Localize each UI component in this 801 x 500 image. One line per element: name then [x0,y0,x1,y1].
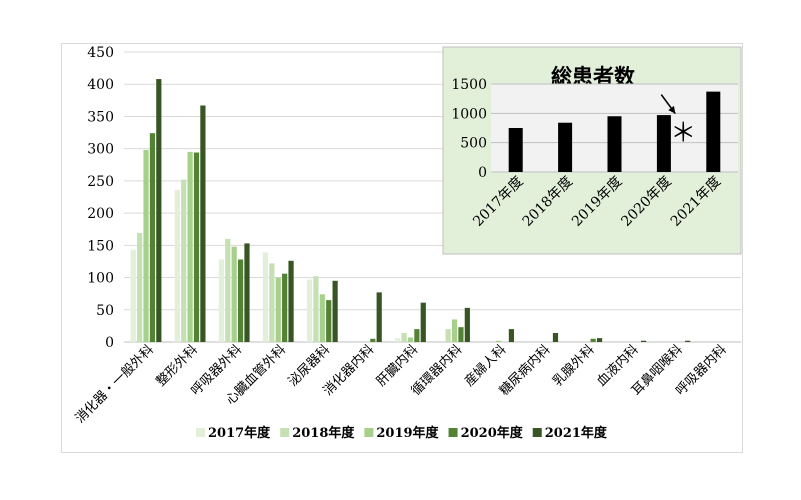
bar [590,338,596,342]
bar [225,238,231,342]
legend-swatch [448,428,458,437]
y-tick-label: 250 [87,174,114,190]
bar [187,151,193,342]
inset-bar [706,91,721,172]
inset-annotation: ＊ [670,119,696,149]
bar [282,273,288,342]
legend-swatch [364,428,374,437]
bar [237,259,244,342]
y-tick-label: 450 [87,45,114,61]
legend-entry: 2019年度 [376,425,439,441]
x-tick-label: 消化器・一般外科 [72,342,157,427]
chart-svg: 0 50 100 150 200 250 300 350 400 450 消化器・一般外科整形外科… [72,45,742,441]
legend-entry: 2017年度 [208,425,271,441]
bar [420,302,426,342]
bar [332,280,338,342]
bar [193,152,200,342]
y-tick-label: 0 [105,335,114,351]
bar [401,332,407,342]
inset-y-tick-label: 500 [460,136,487,152]
legend-entry: 2020年度 [461,425,524,441]
legend-entry: 2018年度 [292,425,355,441]
legend-entry: 2021年度 [545,425,608,441]
inset-bar [656,115,671,172]
bar [407,337,414,342]
bar [552,332,559,342]
bar [269,263,275,342]
bar [288,260,294,342]
bar [181,179,187,342]
bar [414,329,420,342]
x-tick-label: 乳腺外科 [550,342,597,389]
legend-swatch [532,428,542,437]
bar [137,233,143,342]
bar [143,149,149,342]
bar [306,279,313,342]
inset-y-tick-label: 1000 [451,106,487,122]
bar [174,189,180,342]
bar [370,338,376,342]
bar [156,79,162,343]
bar [451,319,458,342]
inset-bar [607,116,622,172]
bar [685,340,691,342]
y-tick-label: 150 [87,238,114,254]
bar [275,277,281,342]
bar [508,329,515,342]
bar [262,252,269,342]
bar [326,300,332,342]
y-tick-label: 200 [87,206,114,222]
main-x-axis: 消化器・一般外科整形外科呼吸器外科心臓血管外科泌尿器科消化器内科肝臓内科循環器内… [72,342,730,427]
y-tick-label: 350 [87,109,114,125]
bar [218,259,224,342]
bar [244,243,250,342]
bar [200,105,206,342]
chart-frame: 0 50 100 150 200 250 300 350 400 450 消化器・一般外科 整形外科… [61,43,743,453]
inset-y-tick-label: 1500 [451,77,487,93]
inset-bar [558,122,573,172]
bar [313,276,319,342]
bar [130,249,136,342]
inset-y-tick-label: 0 [478,165,487,181]
main-bars [130,79,691,343]
bar [641,340,647,342]
bar [319,294,325,342]
legend-swatch [196,428,205,437]
bar [445,329,451,342]
inset-bars [508,91,721,172]
main-y-axis: 0 50 100 150 200 250 300 350 400 450 [87,45,114,351]
bar [376,292,382,342]
y-tick-label: 400 [87,77,114,93]
bar [149,133,156,342]
y-tick-label: 300 [87,142,114,158]
bar [496,340,502,342]
bar [231,246,237,342]
bar [596,338,603,342]
y-tick-label: 100 [87,271,114,287]
legend: 2017年度 2018年度 2019年度 2020年度 2021年度 [196,425,608,441]
y-tick-label: 50 [96,303,114,319]
bar [395,338,401,342]
inset-bar [508,128,523,172]
inset-arrowhead [668,105,676,114]
bar [464,307,470,342]
legend-swatch [280,428,290,437]
bar [458,327,464,342]
inset-y-axis: 0 500 1000 1500 [451,77,487,181]
